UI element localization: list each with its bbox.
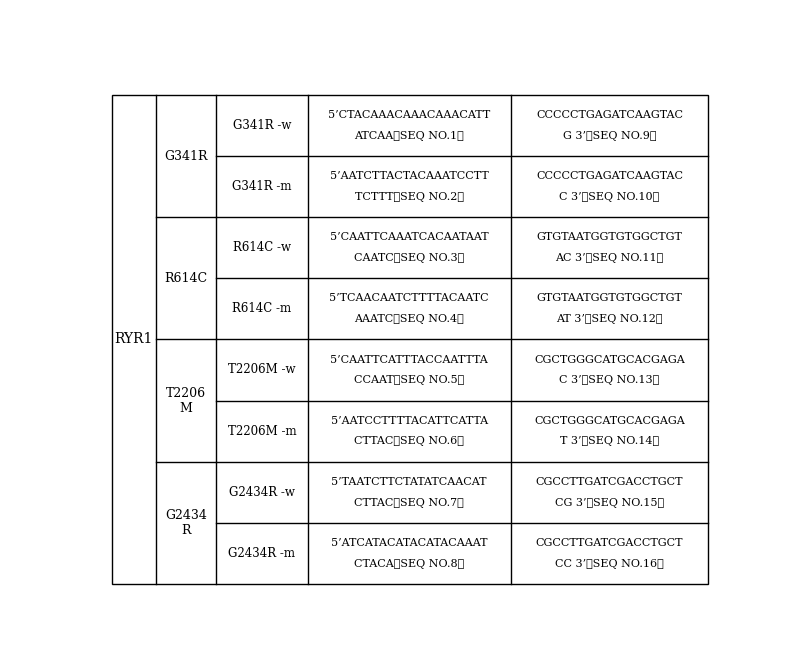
Text: CGCTGGGCATGCACGAGA: CGCTGGGCATGCACGAGA: [534, 355, 685, 365]
Text: 5’TAATCTTCTATATCAACAT: 5’TAATCTTCTATATCAACAT: [331, 477, 487, 487]
Text: G341R: G341R: [164, 150, 208, 163]
Text: 5’ATCATACATACATACAAAT: 5’ATCATACATACATACAAAT: [331, 538, 487, 548]
Text: AAATC（SEQ NO.4）: AAATC（SEQ NO.4）: [354, 314, 464, 324]
Text: CTTAC（SEQ NO.6）: CTTAC（SEQ NO.6）: [354, 436, 464, 446]
Text: TCTTT（SEQ NO.2）: TCTTT（SEQ NO.2）: [354, 192, 464, 202]
Text: CAATC（SEQ NO.3）: CAATC（SEQ NO.3）: [354, 253, 464, 263]
Text: 5’CTACAAACAAACAAACATT: 5’CTACAAACAAACAAACATT: [328, 110, 490, 120]
Text: CCAAT（SEQ NO.5）: CCAAT（SEQ NO.5）: [354, 375, 464, 385]
Text: G341R -w: G341R -w: [233, 119, 291, 132]
Text: 5’TCAACAATCTTTTACAATC: 5’TCAACAATCTTTTACAATC: [330, 294, 489, 304]
Text: CGCCTTGATCGACCTGCT: CGCCTTGATCGACCTGCT: [536, 477, 683, 487]
Text: ATCAA（SEQ NO.1）: ATCAA（SEQ NO.1）: [354, 131, 464, 141]
Text: C 3’（SEQ NO.13）: C 3’（SEQ NO.13）: [559, 375, 660, 385]
Text: CGCTGGGCATGCACGAGA: CGCTGGGCATGCACGAGA: [534, 415, 685, 425]
Text: CCCCCTGAGATCAAGTAC: CCCCCTGAGATCAAGTAC: [536, 171, 683, 181]
Text: G341R -m: G341R -m: [232, 180, 292, 193]
Text: G2434
R: G2434 R: [165, 508, 207, 537]
Text: CCCCCTGAGATCAAGTAC: CCCCCTGAGATCAAGTAC: [536, 110, 683, 120]
Text: 5’AATCTTACTACAAATCCTT: 5’AATCTTACTACAAATCCTT: [330, 171, 489, 181]
Text: GTGTAATGGTGTGGCTGT: GTGTAATGGTGTGGCTGT: [537, 232, 682, 242]
Text: C 3’（SEQ NO.10）: C 3’（SEQ NO.10）: [559, 192, 660, 202]
Text: CGCCTTGATCGACCTGCT: CGCCTTGATCGACCTGCT: [536, 538, 683, 548]
Text: T 3’（SEQ NO.14）: T 3’（SEQ NO.14）: [560, 436, 659, 446]
Text: T2206M -m: T2206M -m: [228, 425, 296, 438]
Text: 5’CAATTCATTTACCAATTTA: 5’CAATTCATTTACCAATTTA: [330, 355, 488, 365]
Text: CTTAC（SEQ NO.7）: CTTAC（SEQ NO.7）: [354, 498, 464, 508]
Text: T2206M -w: T2206M -w: [228, 363, 296, 377]
Text: RYR1: RYR1: [114, 332, 153, 347]
Text: CTACA（SEQ NO.8）: CTACA（SEQ NO.8）: [354, 559, 464, 569]
Text: G2434R -m: G2434R -m: [229, 547, 295, 560]
Text: GTGTAATGGTGTGGCTGT: GTGTAATGGTGTGGCTGT: [537, 294, 682, 304]
Text: CG 3’（SEQ NO.15）: CG 3’（SEQ NO.15）: [555, 498, 664, 508]
Text: AT 3’（SEQ NO.12）: AT 3’（SEQ NO.12）: [556, 314, 663, 324]
Text: T2206
M: T2206 M: [166, 387, 206, 415]
Text: 5’CAATTCAAATCACAATAAT: 5’CAATTCAAATCACAATAAT: [330, 232, 489, 242]
Text: R614C -m: R614C -m: [233, 302, 291, 315]
Text: CC 3’（SEQ NO.16）: CC 3’（SEQ NO.16）: [555, 559, 664, 569]
Text: R614C: R614C: [165, 272, 207, 285]
Text: G2434R -w: G2434R -w: [229, 486, 295, 498]
Text: AC 3’（SEQ NO.11）: AC 3’（SEQ NO.11）: [555, 253, 664, 263]
Text: R614C -w: R614C -w: [233, 242, 291, 254]
Text: 5’AATCCTTTTACATTCATTA: 5’AATCCTTTTACATTCATTA: [330, 415, 488, 425]
Text: G 3’（SEQ NO.9）: G 3’（SEQ NO.9）: [563, 131, 656, 141]
